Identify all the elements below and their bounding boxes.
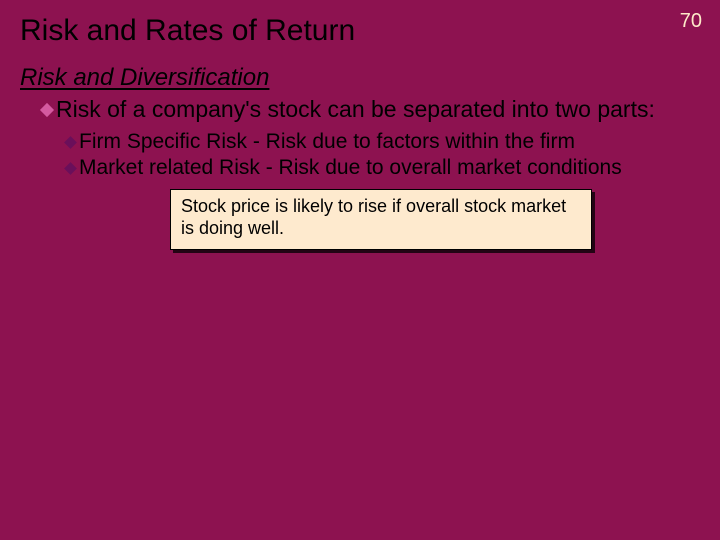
- diamond-bullet-icon: [64, 136, 77, 149]
- diamond-bullet-icon: [64, 162, 77, 175]
- bullet-level1: Risk of a company's stock can be separat…: [20, 96, 700, 124]
- bullet-row: Firm Specific Risk - Risk due to factors…: [66, 130, 700, 155]
- bullet-level1-text: Risk of a company's stock can be separat…: [56, 96, 655, 124]
- bullet-level2-text: Market related Risk - Risk due to overal…: [79, 156, 622, 181]
- page-number: 70: [680, 10, 702, 33]
- slide: 70 Risk and Rates of Return Risk and Div…: [0, 0, 720, 540]
- slide-subtitle: Risk and Diversification: [20, 64, 700, 92]
- bullet-row: Market related Risk - Risk due to overal…: [66, 156, 700, 181]
- callout-box: Stock price is likely to rise if overall…: [170, 189, 592, 250]
- diamond-bullet-icon: [40, 103, 54, 117]
- callout-text: Stock price is likely to rise if overall…: [181, 196, 566, 238]
- bullet-level2-text: Firm Specific Risk - Risk due to factors…: [79, 130, 575, 155]
- bullet-level2-list: Firm Specific Risk - Risk due to factors…: [20, 130, 700, 182]
- callout-container: Stock price is likely to rise if overall…: [20, 189, 700, 250]
- slide-title: Risk and Rates of Return: [20, 14, 700, 48]
- bullet-row: Risk of a company's stock can be separat…: [42, 96, 700, 124]
